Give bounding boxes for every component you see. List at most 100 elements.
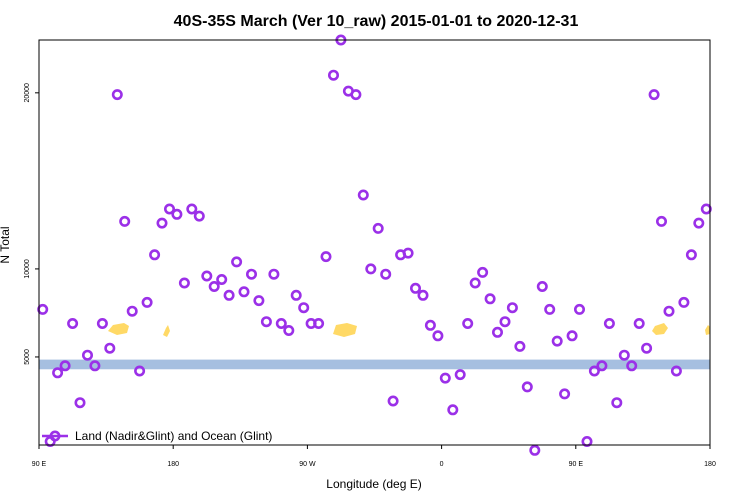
- data-point: [380, 268, 392, 280]
- data-point: [37, 303, 49, 315]
- data-point: [313, 317, 325, 329]
- data-point: [178, 277, 190, 289]
- data-point: [633, 317, 645, 329]
- data-point: [454, 369, 466, 381]
- data-point: [193, 210, 205, 222]
- data-point: [581, 435, 593, 447]
- data-point: [52, 367, 64, 379]
- data-point: [618, 349, 630, 361]
- data-point: [298, 302, 310, 314]
- data-point: [231, 256, 243, 268]
- data-point: [447, 404, 459, 416]
- data-point: [275, 317, 287, 329]
- data-point: [655, 215, 667, 227]
- data-point: [424, 319, 436, 331]
- data-point: [327, 69, 339, 81]
- data-point: [559, 388, 571, 400]
- data-point: [320, 251, 332, 263]
- data-point: [223, 289, 235, 301]
- y-tick-label: 20000: [24, 83, 31, 103]
- data-point: [469, 277, 481, 289]
- data-point: [82, 349, 94, 361]
- land-shape: [705, 325, 710, 335]
- x-tick-label: 180: [704, 461, 716, 468]
- data-point: [678, 296, 690, 308]
- data-point: [529, 444, 541, 456]
- data-point: [506, 302, 518, 314]
- reference-band: [39, 359, 710, 370]
- data-point: [171, 208, 183, 220]
- data-point: [663, 305, 675, 317]
- y-axis: 5000 10000 20000: [24, 83, 39, 365]
- legend: Land (Nadir&Glint) and Ocean (Glint): [42, 429, 272, 443]
- data-point: [573, 303, 585, 315]
- data-point: [462, 317, 474, 329]
- x-tick-label: 180: [167, 461, 179, 468]
- y-tick-label: 5000: [24, 349, 31, 365]
- data-point: [700, 203, 712, 215]
- data-point: [477, 266, 489, 278]
- data-point: [365, 263, 377, 275]
- data-point: [96, 317, 108, 329]
- data-point: [89, 360, 101, 372]
- data-point: [596, 360, 608, 372]
- data-point: [208, 280, 220, 292]
- data-point: [588, 365, 600, 377]
- data-point: [111, 89, 123, 101]
- data-point: [186, 203, 198, 215]
- y-tick-label: 10000: [24, 259, 31, 279]
- data-point: [156, 217, 168, 229]
- x-tick-label: 0: [440, 461, 444, 468]
- data-point: [104, 342, 116, 354]
- data-point: [290, 289, 302, 301]
- data-point: [126, 305, 138, 317]
- x-axis: 90 E 180 90 W 0 90 E 180: [32, 445, 716, 468]
- data-point: [409, 282, 421, 294]
- data-point: [67, 317, 79, 329]
- data-point: [641, 342, 653, 354]
- data-point: [484, 293, 496, 305]
- land-shape: [163, 325, 170, 337]
- plot-area: [37, 34, 712, 456]
- data-point: [685, 249, 697, 261]
- data-point: [536, 280, 548, 292]
- data-point: [283, 324, 295, 336]
- plot-frame: [38, 39, 711, 446]
- data-point: [119, 215, 131, 227]
- data-point: [134, 365, 146, 377]
- data-point: [372, 222, 384, 234]
- data-point: [387, 395, 399, 407]
- data-point: [603, 317, 615, 329]
- data-point: [402, 247, 414, 259]
- data-point: [74, 397, 86, 409]
- data-point: [626, 360, 638, 372]
- land-shape: [333, 323, 357, 337]
- data-point: [514, 340, 526, 352]
- legend-label: Land (Nadir&Glint) and Ocean (Glint): [75, 429, 272, 443]
- data-point: [253, 295, 265, 307]
- data-point: [246, 268, 258, 280]
- data-point: [432, 330, 444, 342]
- land-shape: [652, 323, 668, 335]
- data-point: [693, 217, 705, 229]
- data-point: [544, 303, 556, 315]
- data-point: [566, 330, 578, 342]
- data-point: [611, 397, 623, 409]
- data-point: [439, 372, 451, 384]
- data-point: [551, 335, 563, 347]
- data-point: [268, 268, 280, 280]
- data-point: [648, 89, 660, 101]
- data-point: [521, 381, 533, 393]
- x-axis-label: Longitude (deg E): [326, 477, 421, 491]
- land-shape: [108, 323, 129, 335]
- chart-title: 40S-35S March (Ver 10_raw) 2015-01-01 to…: [174, 13, 579, 30]
- x-tick-label: 90 W: [299, 461, 316, 468]
- data-point: [491, 326, 503, 338]
- data-point: [417, 289, 429, 301]
- data-point: [238, 286, 250, 298]
- data-point: [149, 249, 161, 261]
- data-point: [357, 189, 369, 201]
- x-tick-label: 90 E: [569, 461, 584, 468]
- data-point: [260, 316, 272, 328]
